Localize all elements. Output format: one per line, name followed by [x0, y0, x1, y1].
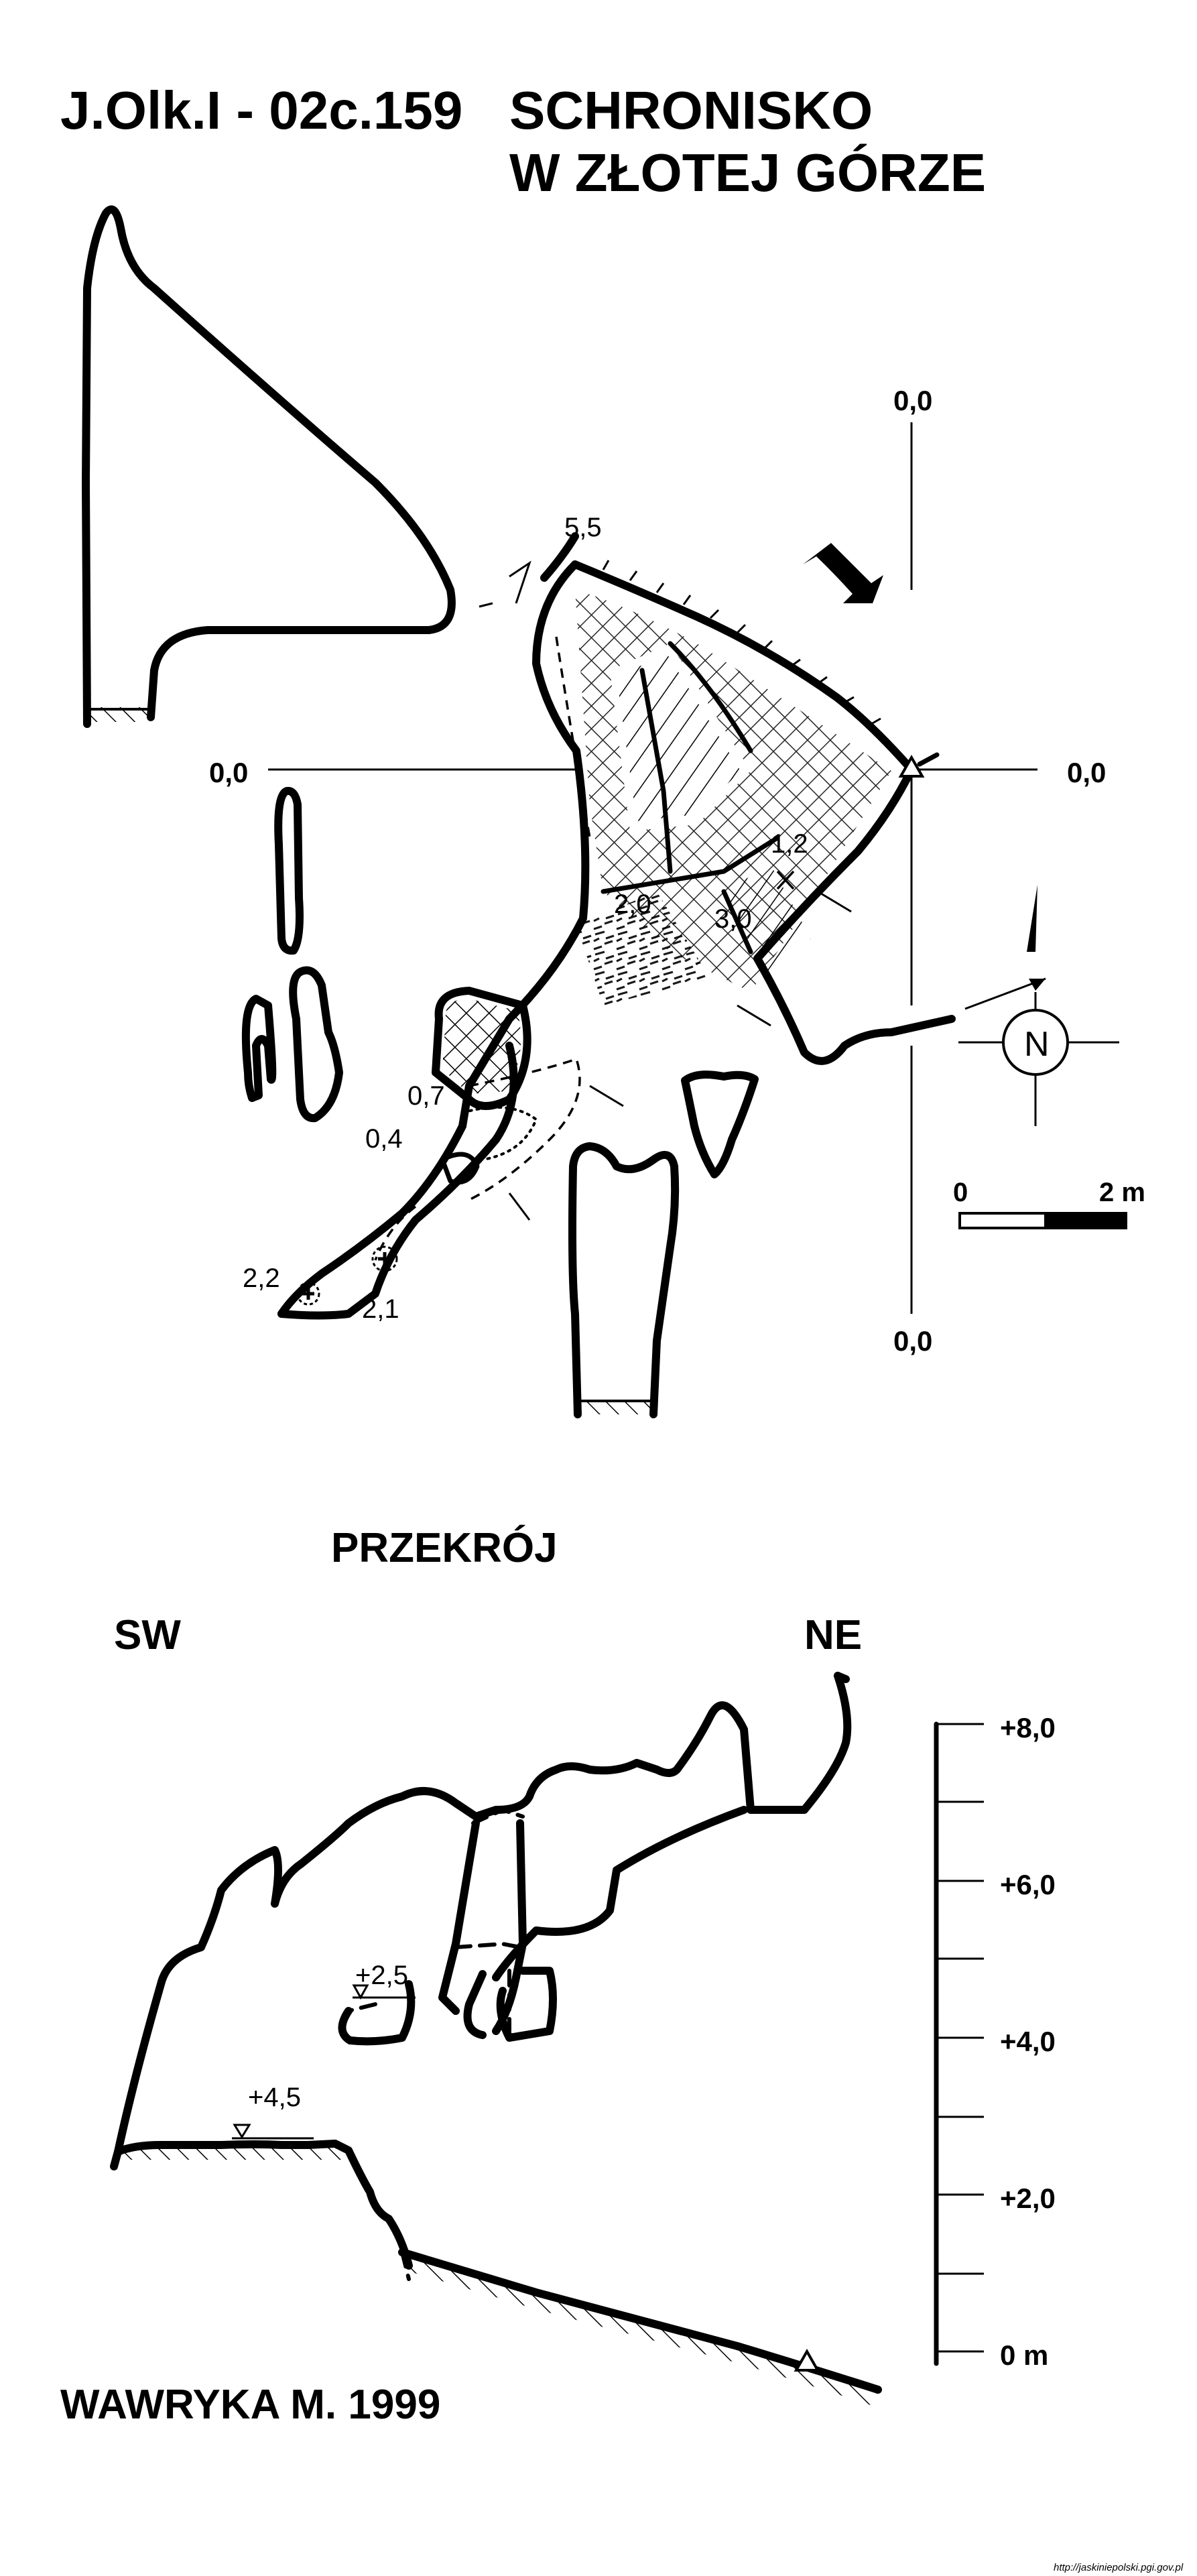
scale-tick-label: +4,0: [1000, 2026, 1056, 2057]
scale-tick-label: +6,0: [1000, 1869, 1056, 1900]
height-label: 2,0: [614, 890, 651, 919]
scale-bar: 0 2 m: [953, 1178, 1145, 1229]
cave-name-line2: W ZŁOTEJ GÓRZE: [509, 143, 986, 202]
scale-end: 2 m: [1099, 1178, 1145, 1207]
datum-label-top: 0,0: [893, 385, 932, 416]
cave-plan: [277, 532, 1046, 1320]
survey-code: J.Olk.I - 02c.159: [60, 80, 462, 140]
plan-side-pillars: [241, 786, 759, 1178]
level-label: +4,5: [248, 2083, 301, 2112]
north-needle-icon: [1027, 885, 1037, 952]
level-label: +2,5: [355, 1961, 408, 1990]
plan-cross-section-upper: [82, 205, 456, 728]
north-label: N: [1024, 1025, 1050, 1064]
cave-section: [110, 1672, 882, 2406]
height-label: 1,2: [771, 829, 808, 859]
source-url[interactable]: http://jaskiniepolski.pgi.gov.pl: [1054, 2562, 1184, 2573]
north-arrow: N: [958, 885, 1119, 1126]
section-title: PRZEKRÓJ: [331, 1525, 558, 1571]
scale-tick-label: 0 m: [1000, 2339, 1048, 2371]
author-credit: WAWRYKA M. 1999: [60, 2382, 440, 2428]
entrance-arrow-icon: [803, 543, 883, 603]
vertical-scale: [934, 1721, 984, 2366]
cave-name-line1: SCHRONISKO: [509, 80, 873, 140]
scale-start: 0: [953, 1178, 968, 1207]
height-label: 2,2: [243, 1264, 280, 1293]
datum-label-left: 0,0: [209, 757, 248, 788]
plan-cross-section-lower: [568, 1142, 680, 1418]
scale-tick-label: +2,0: [1000, 2183, 1056, 2214]
scale-tick-label: +8,0: [1000, 1712, 1056, 1743]
height-label: 0,4: [365, 1124, 403, 1154]
floor-hatch: [89, 707, 151, 722]
plan-datum-lines: [268, 422, 1037, 1314]
direction-sw: SW: [114, 1612, 181, 1658]
datum-label-bottom: 0,0: [893, 1325, 932, 1357]
height-label: 3,0: [714, 904, 752, 934]
height-label: 2,1: [362, 1294, 399, 1324]
height-label: 0,7: [407, 1081, 445, 1111]
direction-ne: NE: [804, 1612, 862, 1658]
datum-label-right: 0,0: [1067, 757, 1106, 788]
height-label: 5,5: [564, 513, 602, 542]
